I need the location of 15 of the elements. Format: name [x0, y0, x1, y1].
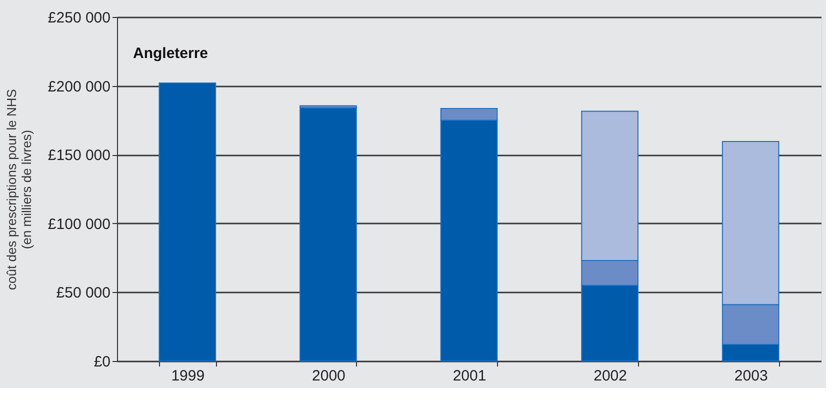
y-tick-label: £250 000	[48, 10, 110, 26]
x-tick-label: 1999	[171, 368, 205, 384]
bar	[300, 107, 357, 362]
y-tick-label: £150 000	[48, 147, 110, 164]
annotation: Angleterre	[133, 45, 208, 62]
y-tick-label: £0	[94, 354, 110, 370]
y-tick-label: £50 000	[56, 284, 110, 302]
y-tick-label: £100 000	[48, 216, 110, 233]
x-tick-label: 2001	[452, 368, 486, 384]
y-tick-label: £200 000	[48, 78, 110, 96]
bar	[158, 82, 216, 362]
x-tick-label: 2003	[734, 368, 768, 384]
x-tick-label: 2002	[594, 368, 627, 384]
y-axis-title: coût des prescriptions pour le NHS (en milliers de livres)	[4, 88, 34, 290]
x-tick-label: 2000	[312, 368, 346, 384]
